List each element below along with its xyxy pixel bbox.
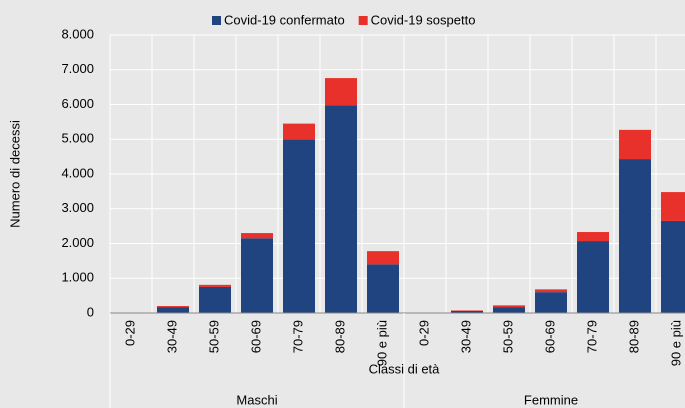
y-tick-label: 4.000 [61, 165, 94, 180]
bar-segment [241, 233, 273, 239]
legend-swatch [212, 16, 221, 25]
bar-segment [325, 105, 357, 313]
y-tick-label: 1.000 [61, 270, 94, 285]
bar-segment [535, 289, 567, 293]
bar-segment [367, 251, 399, 265]
bar-segment [199, 286, 231, 313]
bar-segment [241, 238, 273, 313]
y-tick-label: 6.000 [61, 96, 94, 111]
x-tick-label: 80-89 [626, 320, 641, 353]
y-tick-label: 5.000 [61, 131, 94, 146]
bar-segment [367, 264, 399, 313]
y-tick-label: 0 [87, 304, 94, 319]
bar-segment [619, 159, 651, 313]
x-tick-label: 50-59 [206, 320, 221, 353]
bar-segment [577, 232, 609, 242]
bar-segment [493, 305, 525, 308]
x-tick-label: 70-79 [584, 320, 599, 353]
x-tick-label: 80-89 [332, 320, 347, 353]
x-tick-label: 60-69 [542, 320, 557, 353]
y-tick-label: 2.000 [61, 235, 94, 250]
bar-segment [535, 292, 567, 313]
bar-segment [283, 139, 315, 313]
bar-segment [661, 220, 685, 313]
y-tick-label: 3.000 [61, 200, 94, 215]
bar-segment [577, 241, 609, 313]
group-label: Maschi [236, 392, 277, 407]
x-tick-label: 60-69 [248, 320, 263, 353]
bar-segment [619, 129, 651, 160]
x-tick-label: 70-79 [290, 320, 305, 353]
y-axis-label: Numero di decessi [7, 120, 22, 228]
legend-label: Covid-19 confermato [224, 12, 345, 27]
x-tick-label: 30-49 [164, 320, 179, 353]
x-tick-label: 30-49 [458, 320, 473, 353]
x-tick-label: 0-29 [416, 320, 431, 346]
bar-segment [283, 123, 315, 140]
x-tick-label: 0-29 [122, 320, 137, 346]
bar-segment [451, 310, 483, 313]
x-tick-label: 90 e più [374, 320, 389, 366]
bar-segment [157, 306, 189, 308]
bar-segment [157, 307, 189, 313]
legend-swatch [358, 16, 368, 25]
x-tick-label: 50-59 [500, 320, 515, 353]
x-axis-label: Classi di età [369, 361, 441, 376]
group-label: Femmine [524, 392, 578, 407]
y-tick-label: 7.000 [61, 61, 94, 76]
y-tick-label: 8.000 [61, 26, 94, 41]
bar-segment [451, 310, 483, 311]
legend-label: Covid-19 sospetto [371, 12, 476, 27]
x-tick-label: 90 e più [668, 320, 683, 366]
bar-segment [325, 78, 357, 106]
bar-segment [661, 192, 685, 221]
bar-segment [493, 307, 525, 313]
bar-segment [199, 284, 231, 287]
